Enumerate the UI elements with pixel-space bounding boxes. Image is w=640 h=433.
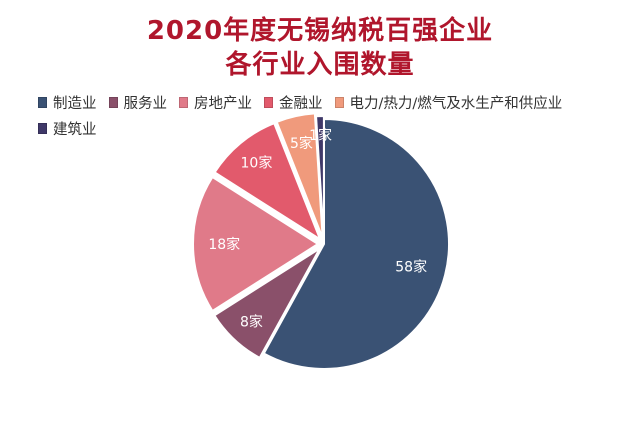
slice-label-construction: 1家: [309, 127, 332, 144]
legend-swatch: [264, 97, 273, 108]
legend-label: 金融业: [279, 96, 323, 112]
pie-slice-services: [212, 247, 321, 360]
legend-label: 服务业: [123, 96, 168, 112]
pie-slice-real-estate: [192, 175, 320, 313]
chart-title: 2020年度无锡纳税百强企业: [146, 16, 494, 46]
slice-label-real-estate: 18家: [208, 236, 240, 253]
pie-slice-construction: [314, 115, 325, 242]
legend-row: 制造业 服务业 房地产业 金融业 电力/热力/燃气及水生产和供应业: [38, 92, 574, 113]
legend-swatch: [38, 123, 47, 134]
legend-item-real-estate: 房地产业: [179, 92, 252, 113]
legend-label: 房地产业: [194, 96, 252, 112]
legend-item-utilities: 电力/热力/燃气及水生产和供应业: [334, 92, 563, 113]
legend-swatch: [108, 97, 118, 108]
pie-slice-manufacturing: [262, 117, 450, 370]
legend-swatch: [38, 97, 47, 108]
legend-row: 建筑业: [38, 118, 109, 139]
legend-label: 电力/热力/燃气及水生产和供应业: [349, 96, 563, 112]
legend-item-services: 服务业: [108, 92, 168, 113]
legend-swatch: [179, 97, 188, 108]
slice-label-utilities: 5家: [290, 135, 313, 152]
legend-label: 建筑业: [53, 122, 97, 138]
legend-item-construction: 建筑业: [38, 118, 97, 139]
chart-subtitle: 各行业入围数量: [225, 50, 415, 80]
pie-slice-finance: [213, 121, 323, 242]
legend-item-manufacturing: 制造业: [38, 92, 97, 113]
legend-item-finance: 金融业: [264, 92, 323, 113]
slice-label-services: 8家: [240, 313, 263, 330]
slice-label-finance: 10家: [241, 154, 273, 171]
pie-slice-utilities: [275, 112, 324, 239]
slice-label-manufacturing: 58家: [395, 258, 427, 275]
legend-swatch: [334, 97, 344, 108]
legend-label: 制造业: [53, 96, 97, 112]
